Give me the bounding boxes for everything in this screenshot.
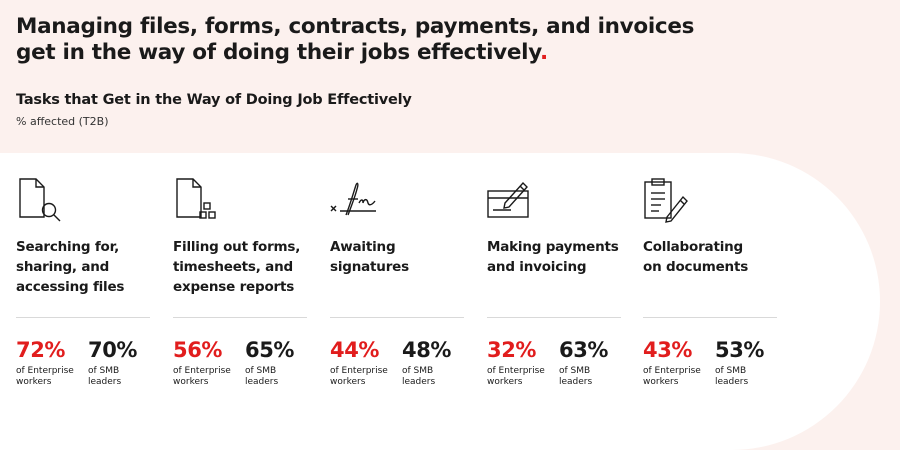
task-label: Awaiting signatures	[330, 239, 409, 275]
enterprise-value: 32%	[487, 338, 537, 362]
enterprise-label: of Enterprise workers	[16, 366, 74, 387]
smb-stat: 65% of SMB leaders	[245, 337, 315, 388]
headline: Managing files, forms, contracts, paymen…	[16, 14, 716, 66]
task-label: Filling out forms, timesheets, and expen…	[173, 239, 301, 295]
enterprise-value: 43%	[643, 338, 693, 362]
smb-value: 48%	[402, 338, 452, 362]
enterprise-value: 44%	[330, 338, 380, 362]
divider	[16, 317, 150, 318]
smb-stat: 70% of SMB leaders	[88, 337, 158, 388]
smb-value: 65%	[245, 338, 295, 362]
enterprise-value: 56%	[173, 338, 223, 362]
headline-text: Managing files, forms, contracts, paymen…	[16, 14, 695, 65]
smb-stat: 48% of SMB leaders	[402, 337, 472, 388]
task-label: Collaborating on documents	[643, 239, 749, 275]
enterprise-label: of Enterprise workers	[487, 366, 545, 387]
headline-period: .	[539, 40, 548, 65]
enterprise-label: of Enterprise workers	[330, 366, 388, 387]
payment-card-pen-icon	[487, 177, 537, 225]
enterprise-stat: 56% of Enterprise workers	[173, 337, 243, 388]
enterprise-stat: 44% of Enterprise workers	[330, 337, 400, 388]
smb-label: of SMB leaders	[559, 366, 593, 387]
chart-title: Tasks that Get in the Way of Doing Job E…	[16, 92, 412, 108]
divider	[643, 317, 777, 318]
smb-label: of SMB leaders	[245, 366, 279, 387]
smb-value: 63%	[559, 338, 609, 362]
clipboard-pen-icon	[643, 177, 693, 225]
enterprise-value: 72%	[16, 338, 66, 362]
smb-label: of SMB leaders	[402, 366, 436, 387]
signature-icon	[330, 177, 380, 225]
divider	[173, 317, 307, 318]
smb-label: of SMB leaders	[88, 366, 122, 387]
divider	[330, 317, 464, 318]
smb-stat: 63% of SMB leaders	[559, 337, 629, 388]
stats-panel	[0, 153, 880, 450]
enterprise-stat: 72% of Enterprise workers	[16, 337, 86, 388]
enterprise-label: of Enterprise workers	[643, 366, 701, 387]
task-label: Searching for, sharing, and accessing fi…	[16, 239, 125, 295]
enterprise-stat: 32% of Enterprise workers	[487, 337, 557, 388]
enterprise-label: of Enterprise workers	[173, 366, 231, 387]
smb-stat: 53% of SMB leaders	[715, 337, 785, 388]
divider	[487, 317, 621, 318]
smb-value: 53%	[715, 338, 765, 362]
chart-subtitle: % affected (T2B)	[16, 115, 109, 128]
document-form-icon	[173, 177, 223, 225]
smb-value: 70%	[88, 338, 138, 362]
enterprise-stat: 43% of Enterprise workers	[643, 337, 713, 388]
document-search-icon	[16, 177, 66, 225]
task-label: Making payments and invoicing	[487, 239, 619, 275]
smb-label: of SMB leaders	[715, 366, 749, 387]
